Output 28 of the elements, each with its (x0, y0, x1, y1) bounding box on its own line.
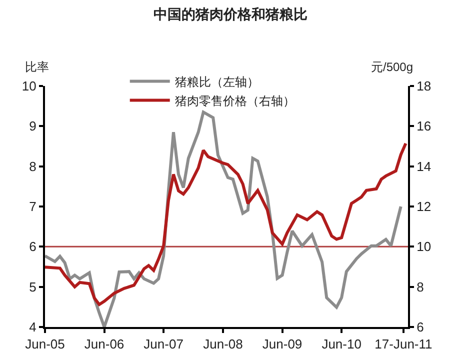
y-tick-label: 4 (29, 320, 36, 335)
y-tick-label: 10 (22, 78, 36, 94)
y2-tick-label: 16 (416, 118, 432, 134)
x-tick-label: Jun-10 (322, 336, 362, 352)
chart-title: 中国的猪肉价格和猪粮比 (154, 6, 308, 22)
y2-tick-label: 6 (416, 320, 424, 335)
legend-label: 猪粮比（左轴） (174, 74, 259, 89)
y-tick-label: 5 (29, 279, 36, 294)
line-series (45, 110, 402, 327)
y-axis-title: 比率 (25, 60, 49, 74)
y-tick-label: 7 (29, 199, 36, 214)
x-tick-label: Jun-05 (25, 336, 65, 352)
y2-tick-label: 14 (416, 158, 432, 174)
y2-tick-label: 12 (416, 199, 432, 214)
x-tick-label: Jun-08 (203, 336, 243, 352)
y2-tick-label: 10 (416, 239, 432, 254)
x-tick-label: Jun-07 (144, 336, 184, 352)
y-tick-label: 6 (29, 239, 36, 254)
x-tick-label: 17-Jun-11 (374, 336, 432, 352)
y2-tick-label: 8 (416, 279, 424, 294)
line-series (45, 142, 408, 306)
y-tick-label: 9 (29, 118, 36, 134)
legend-label: 猪肉零售价格（右轴） (174, 94, 295, 108)
y2-tick-label: 18 (416, 78, 432, 94)
x-tick-label: Jun-06 (84, 336, 124, 352)
y2-axis-title: 元/500g (371, 60, 414, 74)
x-tick-label: Jun-09 (262, 336, 302, 352)
y-tick-label: 8 (29, 158, 36, 174)
